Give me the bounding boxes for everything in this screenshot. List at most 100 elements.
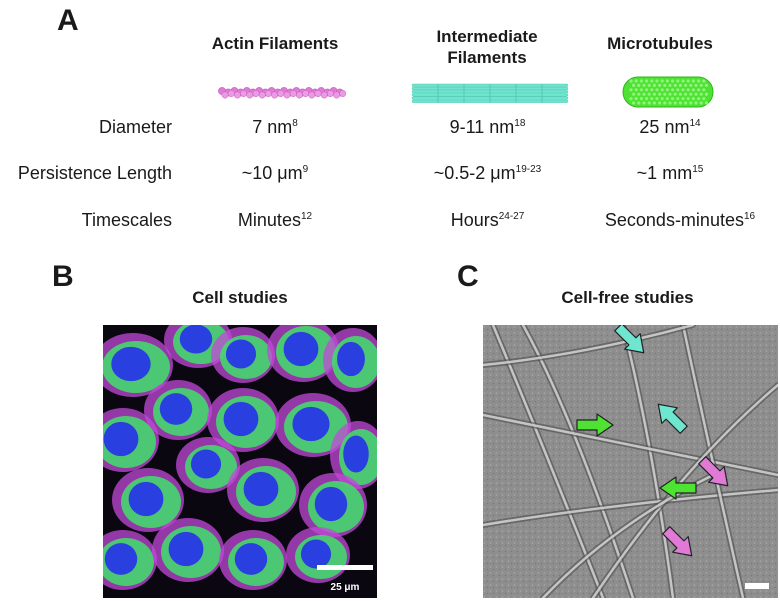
- tubulin-dimer: [697, 97, 701, 101]
- tubulin-dimer: [681, 79, 685, 83]
- citation: 14: [689, 118, 701, 129]
- actin-monomer: [283, 91, 291, 99]
- row-label-timescales: Timescales: [81, 210, 172, 230]
- column-header-intermediate-line1: Intermediate: [436, 27, 538, 46]
- tubulin-dimer: [671, 88, 675, 92]
- tubulin-dimer: [702, 79, 706, 83]
- cell-nucleus: [283, 331, 319, 367]
- column-header-microtubules: Microtubules: [607, 34, 713, 53]
- actin-monomer: [308, 91, 316, 99]
- actin-monomer: [320, 91, 328, 99]
- citation: 9: [302, 164, 309, 175]
- cell-nucleus: [234, 543, 268, 575]
- cell-nucleus: [225, 339, 257, 369]
- tubulin-dimer: [684, 83, 688, 87]
- actin-monomer: [339, 90, 346, 97]
- cell-value: 9-11 nm: [449, 117, 515, 137]
- tubulin-dimer: [634, 88, 638, 92]
- cell-nucleus: [111, 346, 151, 382]
- tubulin-dimer: [665, 79, 669, 83]
- cell-nucleus: [190, 449, 222, 479]
- tubulin-dimer: [632, 101, 636, 105]
- tubulin-dimer: [681, 88, 685, 92]
- cell-nucleus: [223, 401, 259, 437]
- cell-persistence-microtubule: ~1 mm15: [600, 163, 740, 184]
- tubulin-dimer: [676, 97, 680, 101]
- tubulin-dimer: [645, 79, 649, 83]
- column-header-actin: Actin Filaments: [211, 34, 339, 53]
- cell-nucleus: [159, 393, 193, 425]
- tubulin-dimer: [702, 97, 706, 101]
- tubulin-dimer: [655, 97, 659, 101]
- actin-filament-illustration: [218, 87, 346, 99]
- cell-nucleus: [337, 341, 365, 377]
- actin-monomer: [302, 90, 310, 97]
- cell-value: 7 nm: [252, 117, 293, 137]
- citation: 8: [292, 118, 298, 129]
- tubulin-dimer: [629, 88, 633, 92]
- actin-monomer: [246, 91, 254, 99]
- filament-fiber-highlight: [483, 413, 778, 477]
- cell-diameter-actin: 7 nm8: [200, 117, 350, 138]
- actin-monomer: [271, 91, 279, 99]
- citation: 19-23: [515, 164, 542, 175]
- tubulin-dimer: [634, 97, 638, 101]
- fluorescence-micrograph: 25 μm: [103, 325, 377, 598]
- intermediate-filament-illustration: [411, 83, 569, 103]
- tubulin-dimer: [642, 92, 646, 96]
- panel-b-letter: B: [52, 260, 74, 293]
- tubulin-dimer: [650, 79, 654, 83]
- tubulin-dimer: [652, 92, 656, 96]
- tubulin-dimer: [678, 83, 682, 87]
- cell-nucleus: [128, 481, 164, 517]
- tubulin-dimer: [650, 88, 654, 92]
- tubulin-dimer: [704, 92, 708, 96]
- cell-nucleus: [168, 531, 204, 567]
- tubulin-dimer: [668, 92, 672, 96]
- tubulin-dimer: [655, 88, 659, 92]
- cell-value: 25 nm: [639, 117, 690, 137]
- tubulin-dimer: [639, 88, 643, 92]
- tubulin-dimer: [637, 83, 641, 87]
- tubulin-dimer: [660, 97, 664, 101]
- cell-nucleus: [314, 486, 348, 522]
- tubulin-dimer: [671, 79, 675, 83]
- tubulin-dimer: [699, 92, 703, 96]
- tubulin-dimer: [678, 92, 682, 96]
- tubulin-dimer: [671, 97, 675, 101]
- annotation-arrow: [657, 403, 688, 434]
- tubulin-dimer: [676, 79, 680, 83]
- tubulin-dimer: [658, 92, 662, 96]
- tubulin-dimer: [650, 97, 654, 101]
- tubulin-dimer: [686, 79, 690, 83]
- tubulin-dimer: [697, 79, 701, 83]
- actin-monomer: [289, 90, 297, 97]
- actin-monomer: [295, 91, 303, 99]
- tubulin-dimer: [632, 83, 636, 87]
- electron-micrograph: [483, 325, 778, 598]
- cell-value: ~1 mm: [636, 163, 693, 183]
- cell-nucleus: [343, 435, 369, 473]
- citation: 24-27: [498, 211, 525, 222]
- annotation-arrow: [698, 456, 729, 487]
- citation: 15: [692, 164, 704, 175]
- annotation-arrow: [662, 526, 693, 557]
- tubulin-dimer: [642, 83, 646, 87]
- cell-diameter-microtubule: 25 nm14: [600, 117, 740, 138]
- tubulin-dimer: [658, 83, 662, 87]
- filament-fiber-highlight: [591, 383, 778, 598]
- tubulin-dimer: [665, 97, 669, 101]
- filament-fiber-highlight: [621, 325, 675, 598]
- scale-bar-label: 25 μm: [331, 582, 360, 593]
- tubulin-dimer: [632, 92, 636, 96]
- tubulin-dimer: [694, 92, 698, 96]
- tubulin-dimer: [645, 97, 649, 101]
- row-label-persistence-length: Persistence Length: [17, 163, 172, 183]
- actin-monomer: [221, 91, 229, 99]
- tubulin-dimer: [647, 101, 651, 105]
- actin-monomer: [314, 90, 322, 97]
- microtubule-illustration: [622, 76, 714, 108]
- tubulin-dimer: [655, 79, 659, 83]
- tubulin-dimer: [689, 101, 693, 105]
- cell-nucleus: [292, 406, 330, 442]
